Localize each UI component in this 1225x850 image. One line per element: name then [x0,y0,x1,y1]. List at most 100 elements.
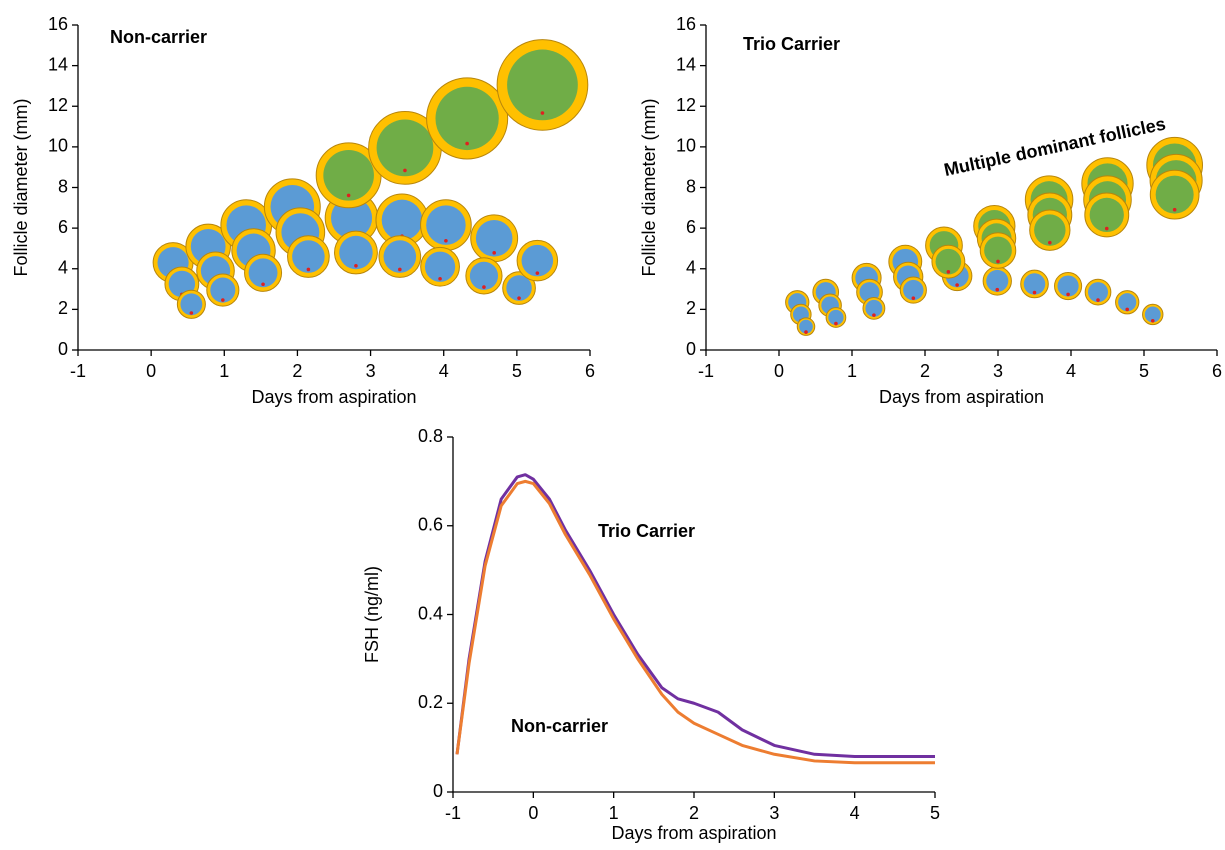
follicle-antrum [424,251,456,282]
x-tick-label: 6 [585,361,595,381]
panel-title: Trio Carrier [743,34,840,54]
follicle-antrum [475,219,513,257]
y-axis-label: Follicle diameter (mm) [11,98,31,276]
follicle-dot [189,311,194,315]
follicle-dot [482,285,486,289]
follicle-dot [834,321,838,326]
x-tick-label: 2 [292,361,302,381]
y-tick-label: 8 [686,176,696,196]
follicle-antrum [292,240,325,273]
follicle [1084,192,1130,238]
follicle-dot [438,276,442,281]
y-tick-label: 10 [676,136,696,156]
follicle [1084,278,1112,306]
follicle-antrum [799,319,813,334]
x-tick-label: 6 [1212,361,1222,381]
y-tick-label: 14 [48,54,68,74]
x-tick-label: 3 [366,361,376,381]
follicle [516,239,559,282]
follicle-antrum [248,258,278,288]
x-tick-label: 4 [1066,361,1076,381]
follicle-antrum [1023,273,1046,295]
follicle-antrum [210,277,236,303]
x-tick-label: 4 [439,361,449,381]
follicle [420,246,460,287]
x-tick-label: 0 [146,361,156,381]
follicle-antrum [1087,282,1109,303]
follicle-antrum [507,49,578,121]
follicle-dot [1172,207,1177,212]
follicle-antrum [376,119,434,177]
x-tick-label: 4 [850,803,860,823]
follicle [368,111,442,185]
y-tick-label: 6 [58,217,68,237]
follicle-dot [996,259,1000,264]
x-tick-label: 5 [930,803,940,823]
x-axis-label: Days from aspiration [251,387,416,407]
follicle-dot [306,267,311,272]
follicle-antrum [521,244,554,277]
follicle-antrum [935,248,962,275]
follicle [1142,303,1164,326]
follicle-dot [346,193,351,198]
follicle-antrum [1057,275,1079,297]
x-tick-label: 1 [219,361,229,381]
follicle [796,317,816,336]
y-tick-label: 10 [48,136,68,156]
follicle [465,257,503,295]
follicle-dot [398,267,402,272]
follicle [420,199,472,251]
x-tick-label: 1 [847,361,857,381]
follicle [378,235,422,278]
y-tick-label: 0.8 [418,426,443,446]
x-tick-label: -1 [70,361,86,381]
follicle-dot [535,271,540,275]
follicle-antrum [339,235,373,270]
y-tick-label: 2 [58,298,68,318]
follicle-dot [946,270,951,274]
x-tick-label: 0 [774,361,784,381]
x-tick-label: -1 [445,803,461,823]
follicle [496,39,589,131]
follicle-dot [1150,318,1155,323]
follicle-dot [444,238,448,243]
y-tick-label: 0 [686,339,696,359]
y-tick-label: 0.6 [418,515,443,535]
y-tick-label: 16 [676,14,696,34]
follicle-dot [995,287,1000,292]
follicle-antrum [865,299,883,317]
x-tick-label: 1 [609,803,619,823]
follicle [375,193,429,247]
follicle-antrum [323,150,374,201]
follicle-dot [403,168,407,173]
follicle-dot [261,282,265,287]
x-tick-label: 0 [528,803,538,823]
x-tick-label: 3 [993,361,1003,381]
fsh-line [455,479,935,765]
follicle-antrum [331,197,373,239]
series-label: Trio Carrier [598,521,695,541]
follicle-dot [1096,298,1100,302]
follicle-antrum [381,199,423,241]
panel-title: Non-carrier [110,27,207,47]
follicle [196,251,235,291]
y-tick-label: 0.2 [418,692,443,712]
y-tick-label: 0 [433,781,443,801]
follicle [502,271,536,305]
follicle [176,289,206,319]
follicle [334,230,378,275]
x-axis-label: Days from aspiration [879,387,1044,407]
x-tick-label: 5 [512,361,522,381]
follicle-antrum [828,309,844,326]
fsh-line [455,473,935,758]
follicle-antrum [506,275,532,301]
follicle-antrum [180,293,203,316]
follicle [1020,269,1049,299]
follicle-dot [872,313,876,317]
follicle-dot [540,111,545,115]
y-tick-label: 16 [48,14,68,34]
follicle-antrum [1118,293,1137,312]
follicle [979,232,1017,269]
y-axis-label: Follicle diameter (mm) [639,98,659,276]
